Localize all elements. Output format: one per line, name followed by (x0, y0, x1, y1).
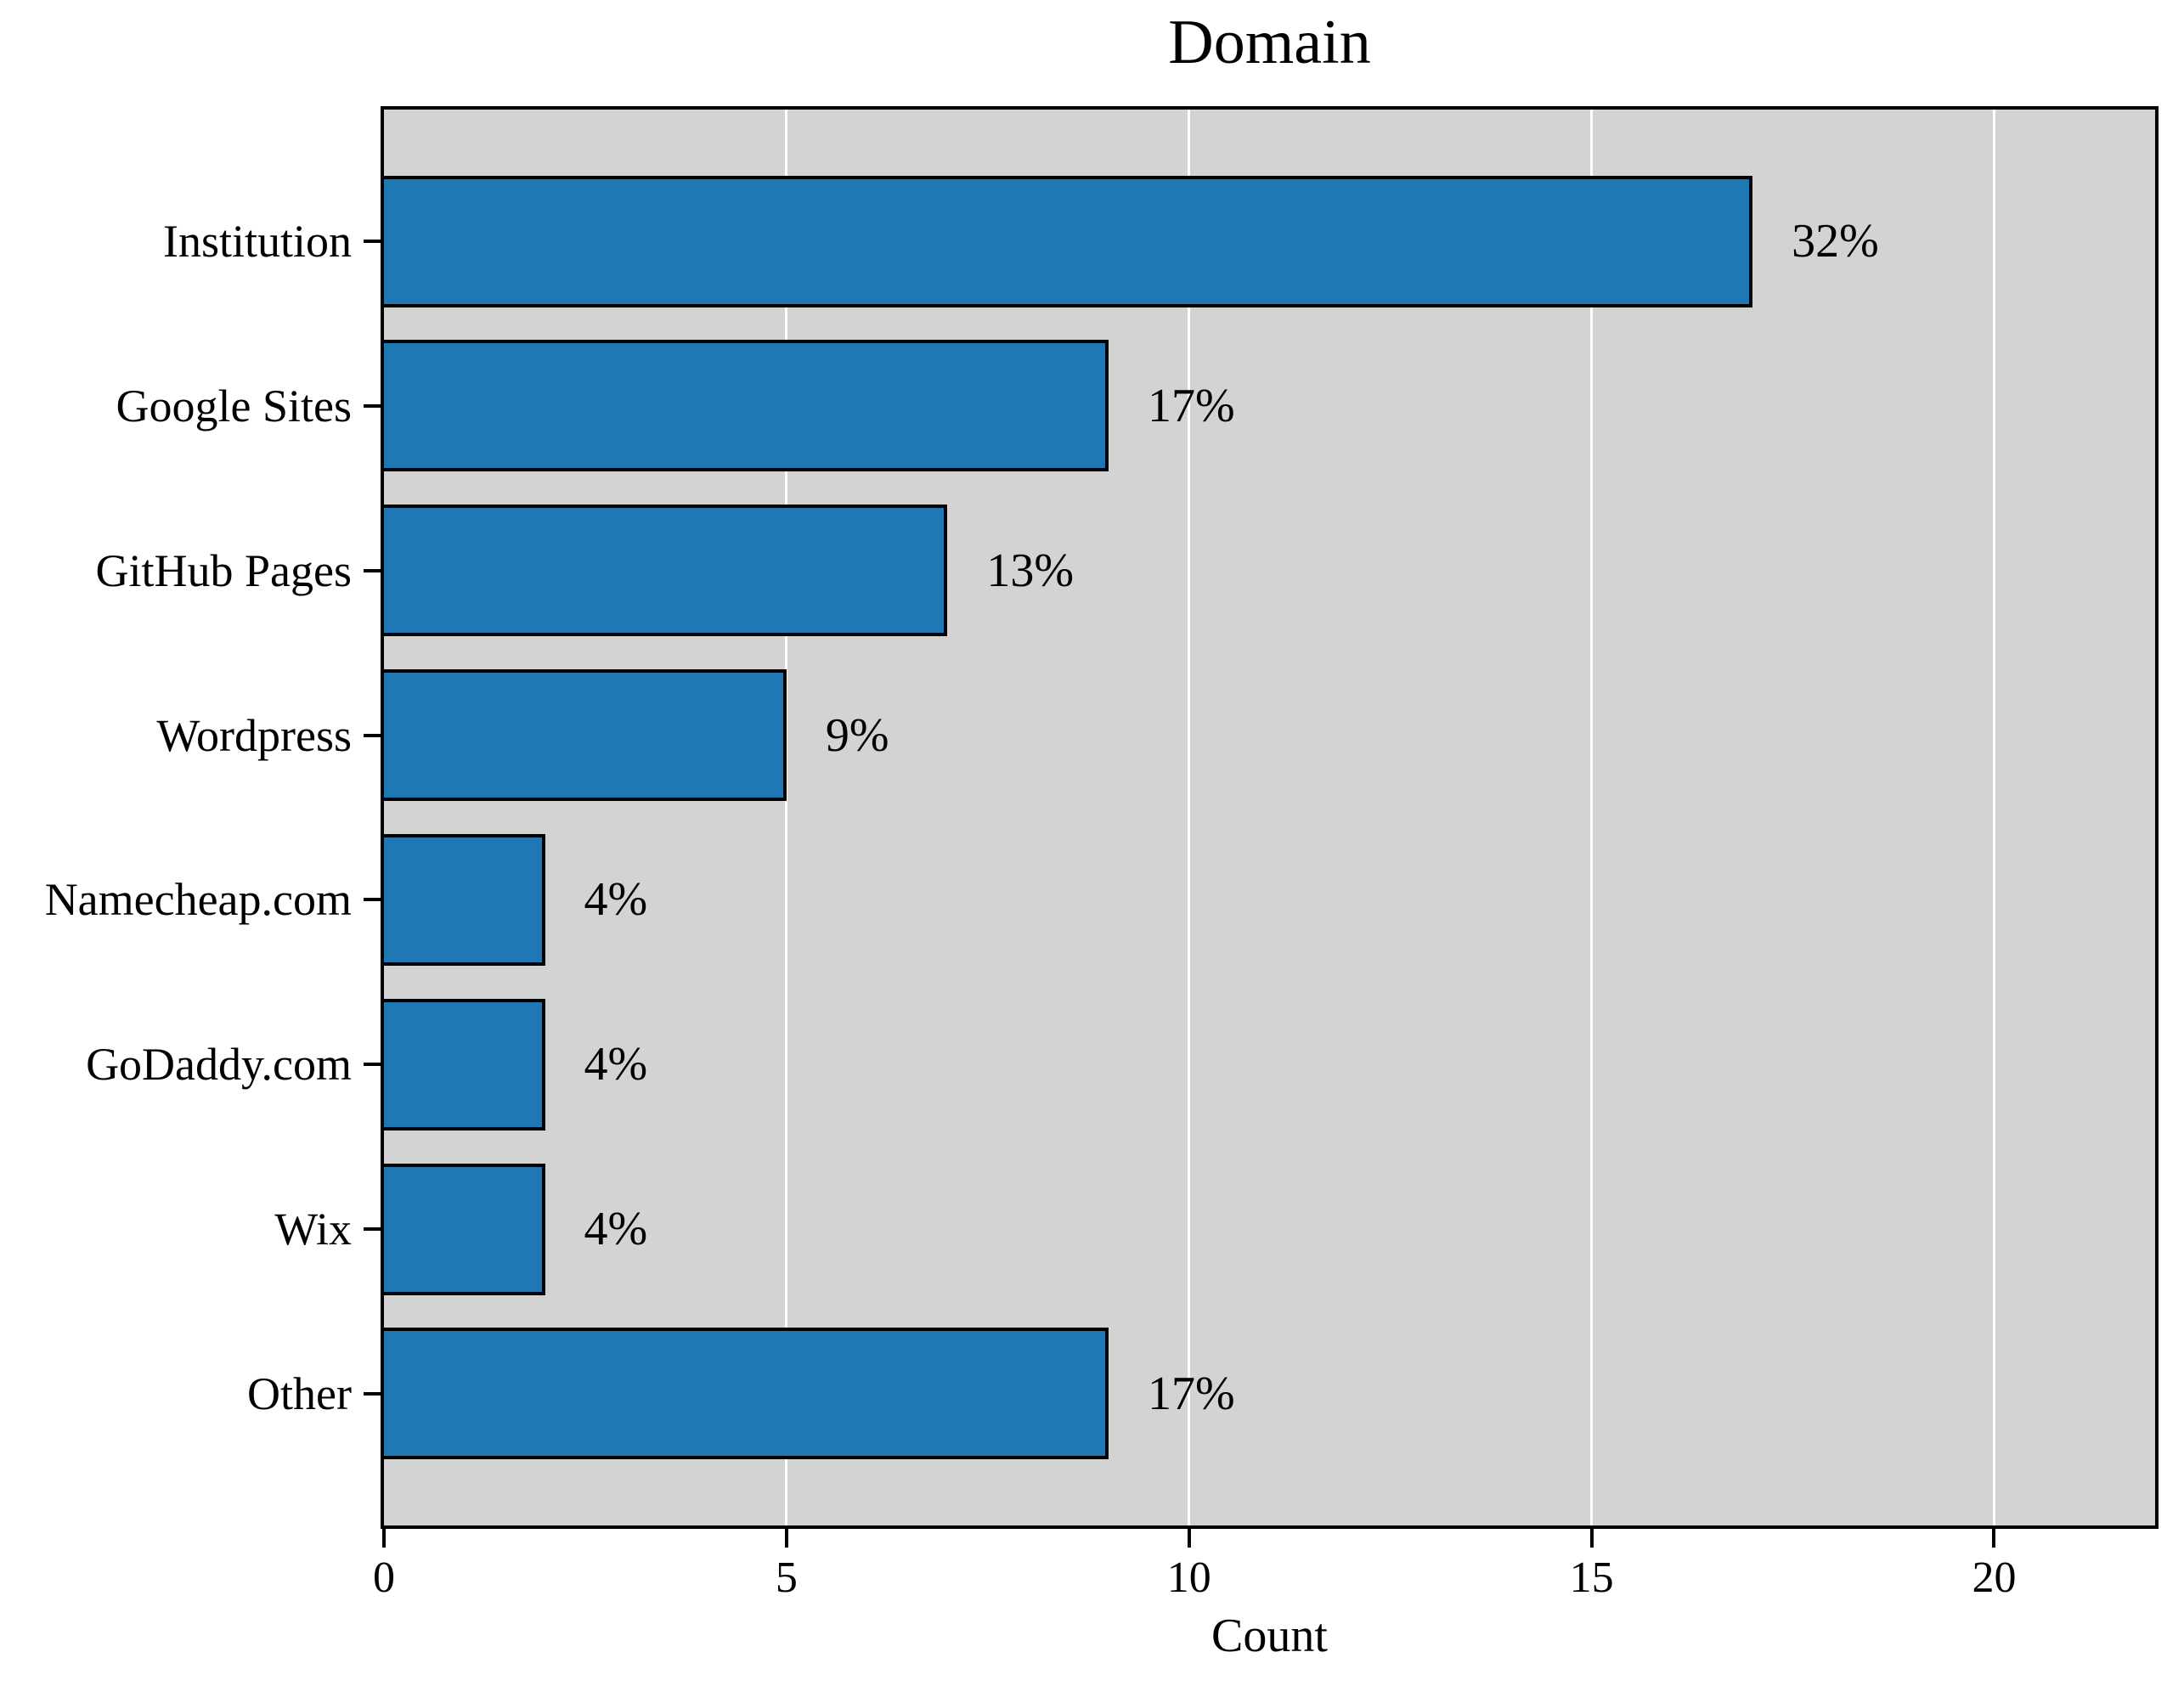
bar (384, 1163, 545, 1295)
y-tick-label: Wordpress (156, 709, 352, 761)
grid-line (1992, 110, 1995, 1525)
y-tick-mark (364, 568, 381, 572)
y-tick-mark (364, 403, 381, 408)
y-tick-label: GoDaddy.com (86, 1039, 352, 1091)
x-axis-label: Count (1211, 1610, 1328, 1662)
bar (384, 669, 787, 802)
y-tick-label: Google Sites (116, 380, 353, 431)
chart-title: Domain (1168, 8, 1371, 77)
x-tick-label: 0 (373, 1553, 395, 1602)
bar (384, 505, 948, 637)
bar-value-label: 4% (584, 1203, 648, 1256)
y-tick-mark (364, 1391, 381, 1396)
x-tick-mark (1187, 1529, 1191, 1548)
bar-value-label: 17% (1147, 1367, 1235, 1420)
x-tick-label: 10 (1166, 1553, 1211, 1602)
x-tick-mark (784, 1529, 788, 1548)
x-tick-label: 5 (775, 1553, 798, 1602)
y-tick-mark (364, 1063, 381, 1067)
bar (384, 175, 1753, 307)
plot-area: 32% 17% 13% 9% 4% 4% 4% 17% (381, 106, 2159, 1529)
grid-line (1188, 110, 1191, 1525)
bar (384, 833, 545, 966)
bar (384, 1328, 1109, 1460)
y-tick-mark (364, 1227, 381, 1232)
y-tick-mark (364, 898, 381, 902)
x-tick-mark (382, 1529, 386, 1548)
y-tick-label: Namecheap.com (44, 874, 352, 926)
y-tick-label: GitHub Pages (95, 544, 352, 596)
y-tick-mark (364, 240, 381, 244)
bar-value-label: 13% (986, 544, 1075, 597)
x-tick-mark (1992, 1529, 1996, 1548)
bar-value-label: 4% (584, 873, 648, 927)
grid-line (785, 110, 788, 1525)
x-tick-label: 15 (1569, 1553, 1614, 1602)
x-tick-mark (1589, 1529, 1594, 1548)
bar-value-label: 9% (825, 708, 889, 762)
bar-value-label: 4% (584, 1038, 648, 1091)
x-tick-label: 20 (1972, 1553, 2017, 1602)
y-tick-label: Wix (274, 1204, 352, 1255)
bar (384, 340, 1109, 472)
y-tick-label: Institution (162, 216, 352, 268)
y-tick-mark (364, 733, 381, 737)
bar (384, 998, 545, 1131)
bar-value-label: 32% (1792, 215, 1879, 268)
grid-line (1590, 110, 1594, 1525)
y-tick-label: Other (247, 1367, 352, 1419)
bar-value-label: 17% (1147, 379, 1235, 432)
